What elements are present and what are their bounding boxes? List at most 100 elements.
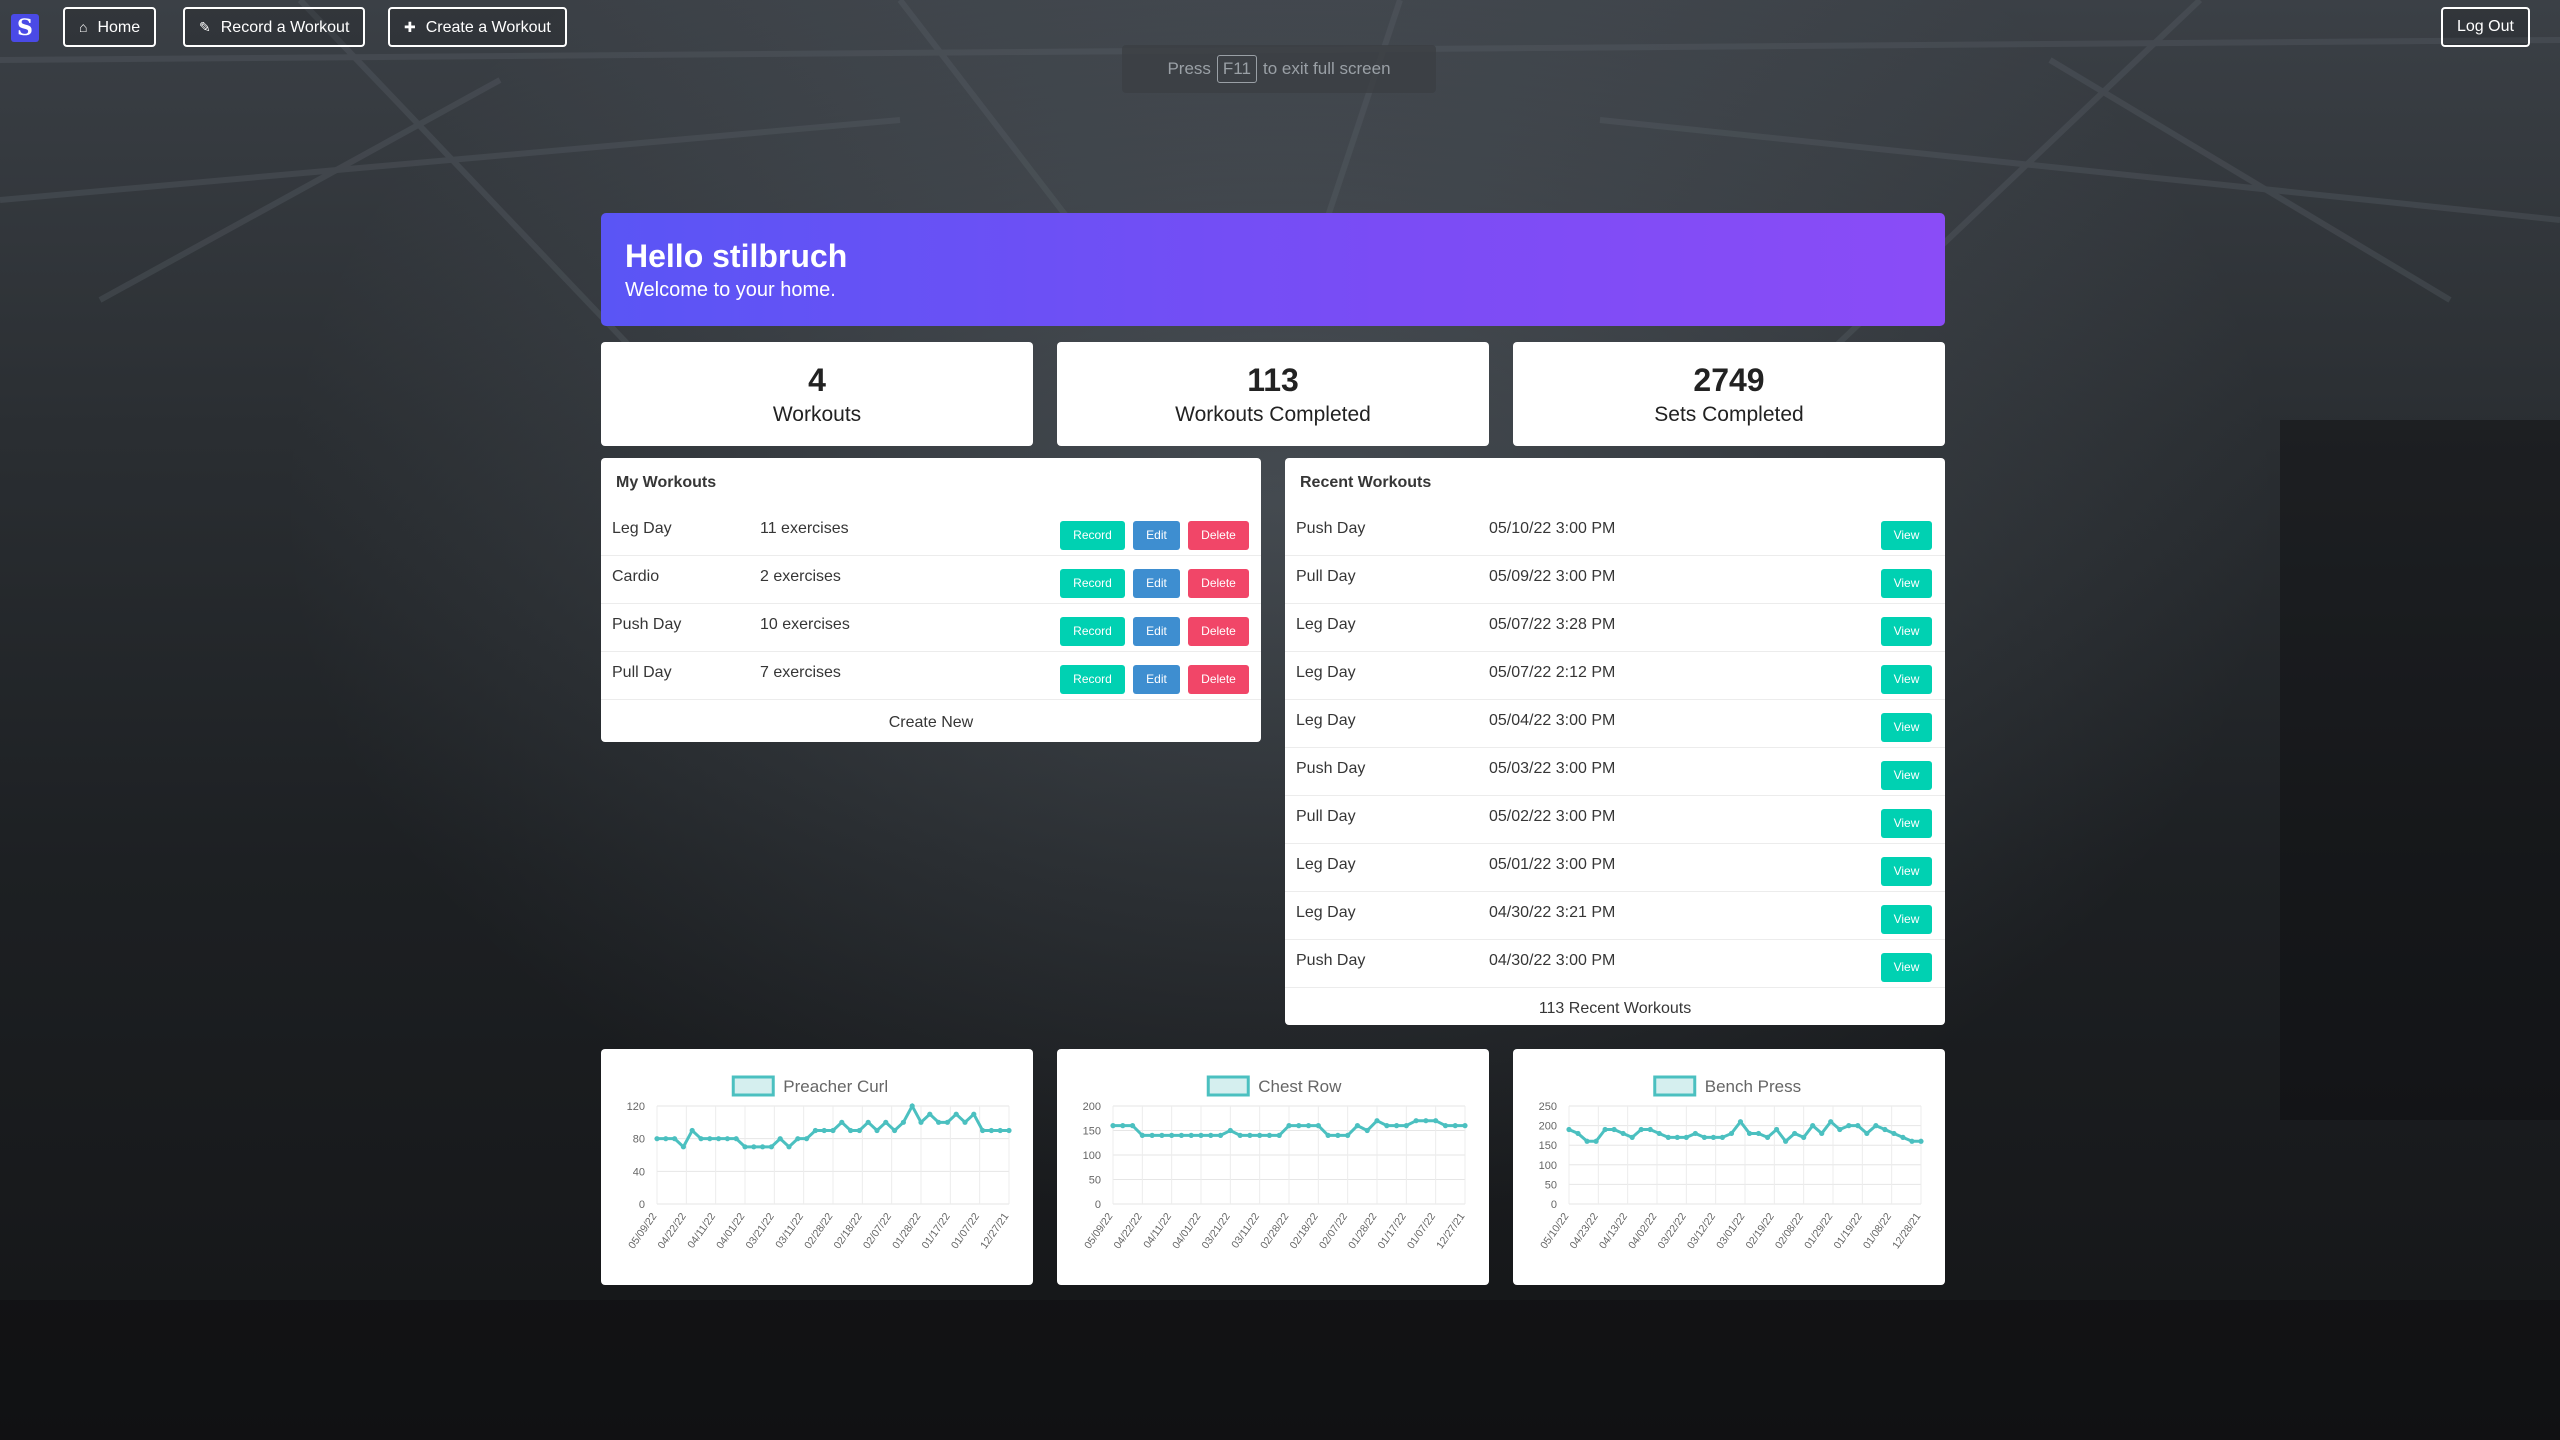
y-tick-label: 120 — [627, 1101, 645, 1113]
edit-button[interactable]: Edit — [1133, 617, 1180, 646]
data-point — [716, 1136, 722, 1142]
data-point — [1701, 1134, 1707, 1140]
view-button[interactable]: View — [1881, 809, 1932, 838]
x-tick-label: 01/29/22 — [1802, 1211, 1835, 1251]
x-tick-label: 01/17/22 — [1376, 1211, 1409, 1251]
data-point — [874, 1127, 880, 1134]
y-tick-label: 50 — [1545, 1179, 1557, 1191]
record-button[interactable]: Record — [1060, 617, 1125, 646]
data-point — [1683, 1134, 1689, 1140]
data-point — [1452, 1123, 1458, 1129]
data-point — [680, 1144, 686, 1150]
recent-workout-name: Leg Day — [1296, 712, 1356, 729]
logout-button[interactable]: Log Out — [2441, 7, 2530, 47]
workout-exercise-count: 2 exercises — [760, 568, 841, 585]
brand-logo[interactable]: S — [11, 14, 39, 42]
x-tick-label: 04/22/22 — [1112, 1211, 1145, 1251]
data-point — [1746, 1130, 1753, 1137]
delete-button[interactable]: Delete — [1188, 521, 1249, 550]
edit-button[interactable]: Edit — [1133, 569, 1180, 598]
workout-row: Leg Day 11 exercises Record Edit Delete — [601, 508, 1261, 556]
x-tick-label: 02/07/22 — [861, 1211, 894, 1251]
y-tick-label: 100 — [1539, 1160, 1557, 1172]
data-point — [830, 1127, 836, 1134]
recent-workout-date: 05/10/22 3:00 PM — [1489, 520, 1616, 537]
chart-legend: Chest Row — [1206, 1075, 1342, 1097]
x-tick-label: 03/21/22 — [744, 1211, 777, 1251]
data-point — [1783, 1138, 1789, 1144]
toast-suffix-text: to exit full screen — [1262, 59, 1391, 78]
recent-workout-name: Push Day — [1296, 952, 1366, 969]
view-button[interactable]: View — [1881, 953, 1932, 982]
data-point — [883, 1119, 889, 1125]
data-point — [689, 1127, 695, 1134]
data-point — [1873, 1123, 1879, 1129]
data-point — [1773, 1126, 1780, 1133]
data-point — [1413, 1118, 1419, 1124]
data-point — [839, 1119, 845, 1125]
recent-workout-date: 05/09/22 3:00 PM — [1489, 568, 1616, 585]
record-workout-label: Record a Workout — [220, 19, 350, 36]
y-tick-label: 200 — [1083, 1101, 1101, 1113]
create-workout-button[interactable]: ✚ Create a Workout — [388, 7, 567, 47]
x-tick-label: 01/19/22 — [1832, 1211, 1865, 1251]
data-point — [698, 1136, 704, 1142]
data-point — [1139, 1132, 1145, 1138]
data-point — [856, 1127, 862, 1134]
data-point — [1286, 1123, 1292, 1129]
workout-exercise-count: 10 exercises — [760, 616, 850, 633]
delete-button[interactable]: Delete — [1188, 665, 1249, 694]
data-point — [1423, 1118, 1429, 1124]
delete-button[interactable]: Delete — [1188, 617, 1249, 646]
x-tick-label: 02/18/22 — [832, 1211, 865, 1251]
record-button[interactable]: Record — [1060, 569, 1125, 598]
data-point — [1110, 1123, 1116, 1129]
recent-workout-date: 05/04/22 3:00 PM — [1489, 712, 1616, 729]
data-point — [900, 1119, 906, 1125]
view-button[interactable]: View — [1881, 761, 1932, 790]
home-button[interactable]: ⌂ Home — [63, 7, 157, 47]
view-button[interactable]: View — [1881, 617, 1932, 646]
data-point — [944, 1119, 950, 1125]
delete-button[interactable]: Delete — [1188, 569, 1249, 598]
data-point — [1602, 1126, 1608, 1133]
welcome-banner: Hello stilbruch Welcome to your home. — [601, 213, 1945, 326]
stat-label: Sets Completed — [1654, 403, 1804, 426]
data-point — [1266, 1132, 1273, 1138]
create-new-link[interactable]: Create New — [888, 714, 974, 731]
x-tick-label: 03/01/22 — [1714, 1211, 1747, 1251]
chart-legend: Bench Press — [1653, 1075, 1801, 1097]
view-button[interactable]: View — [1881, 713, 1932, 742]
logout-label: Log Out — [2457, 18, 2514, 35]
data-point — [1864, 1130, 1870, 1137]
y-tick-label: 0 — [1551, 1199, 1557, 1211]
data-point — [1656, 1130, 1662, 1137]
recent-workout-name: Leg Day — [1296, 904, 1356, 921]
data-point — [1611, 1126, 1617, 1133]
edit-button[interactable]: Edit — [1133, 521, 1180, 550]
data-point — [1129, 1123, 1136, 1129]
record-button[interactable]: Record — [1060, 521, 1125, 550]
data-point — [1384, 1123, 1390, 1129]
data-point — [1149, 1132, 1155, 1138]
view-button[interactable]: View — [1881, 905, 1932, 934]
view-button[interactable]: View — [1881, 665, 1932, 694]
record-button[interactable]: Record — [1060, 665, 1125, 694]
view-button[interactable]: View — [1881, 857, 1932, 886]
data-point — [1393, 1123, 1400, 1129]
data-point — [1801, 1134, 1807, 1140]
data-point — [1828, 1119, 1834, 1125]
chart-card-bench-press: Bench Press 0 50 100 150 200 250 05/10/22 04/23/… — [1513, 1049, 1945, 1285]
data-point — [1638, 1126, 1644, 1133]
data-point — [1593, 1138, 1599, 1144]
record-workout-button[interactable]: ✎ Record a Workout — [183, 7, 366, 47]
x-tick-label: 01/07/22 — [949, 1211, 982, 1251]
data-point — [1315, 1123, 1321, 1129]
view-button[interactable]: View — [1881, 569, 1932, 598]
edit-button[interactable]: Edit — [1133, 665, 1180, 694]
data-point — [804, 1136, 810, 1142]
view-button[interactable]: View — [1881, 521, 1932, 550]
workout-row: Push Day 10 exercises Record Edit Delete — [601, 604, 1261, 652]
x-tick-label: 02/28/22 — [1258, 1211, 1291, 1251]
recent-workouts-count-link[interactable]: 113 Recent Workouts — [1538, 1000, 1692, 1017]
